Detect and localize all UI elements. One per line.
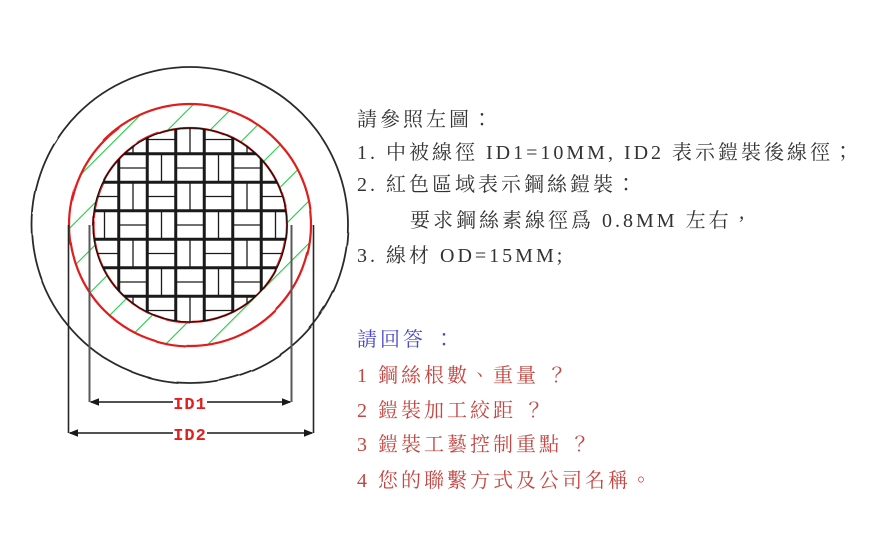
svg-text:ID1: ID1 xyxy=(173,396,207,415)
svg-text:ID2: ID2 xyxy=(173,427,207,446)
